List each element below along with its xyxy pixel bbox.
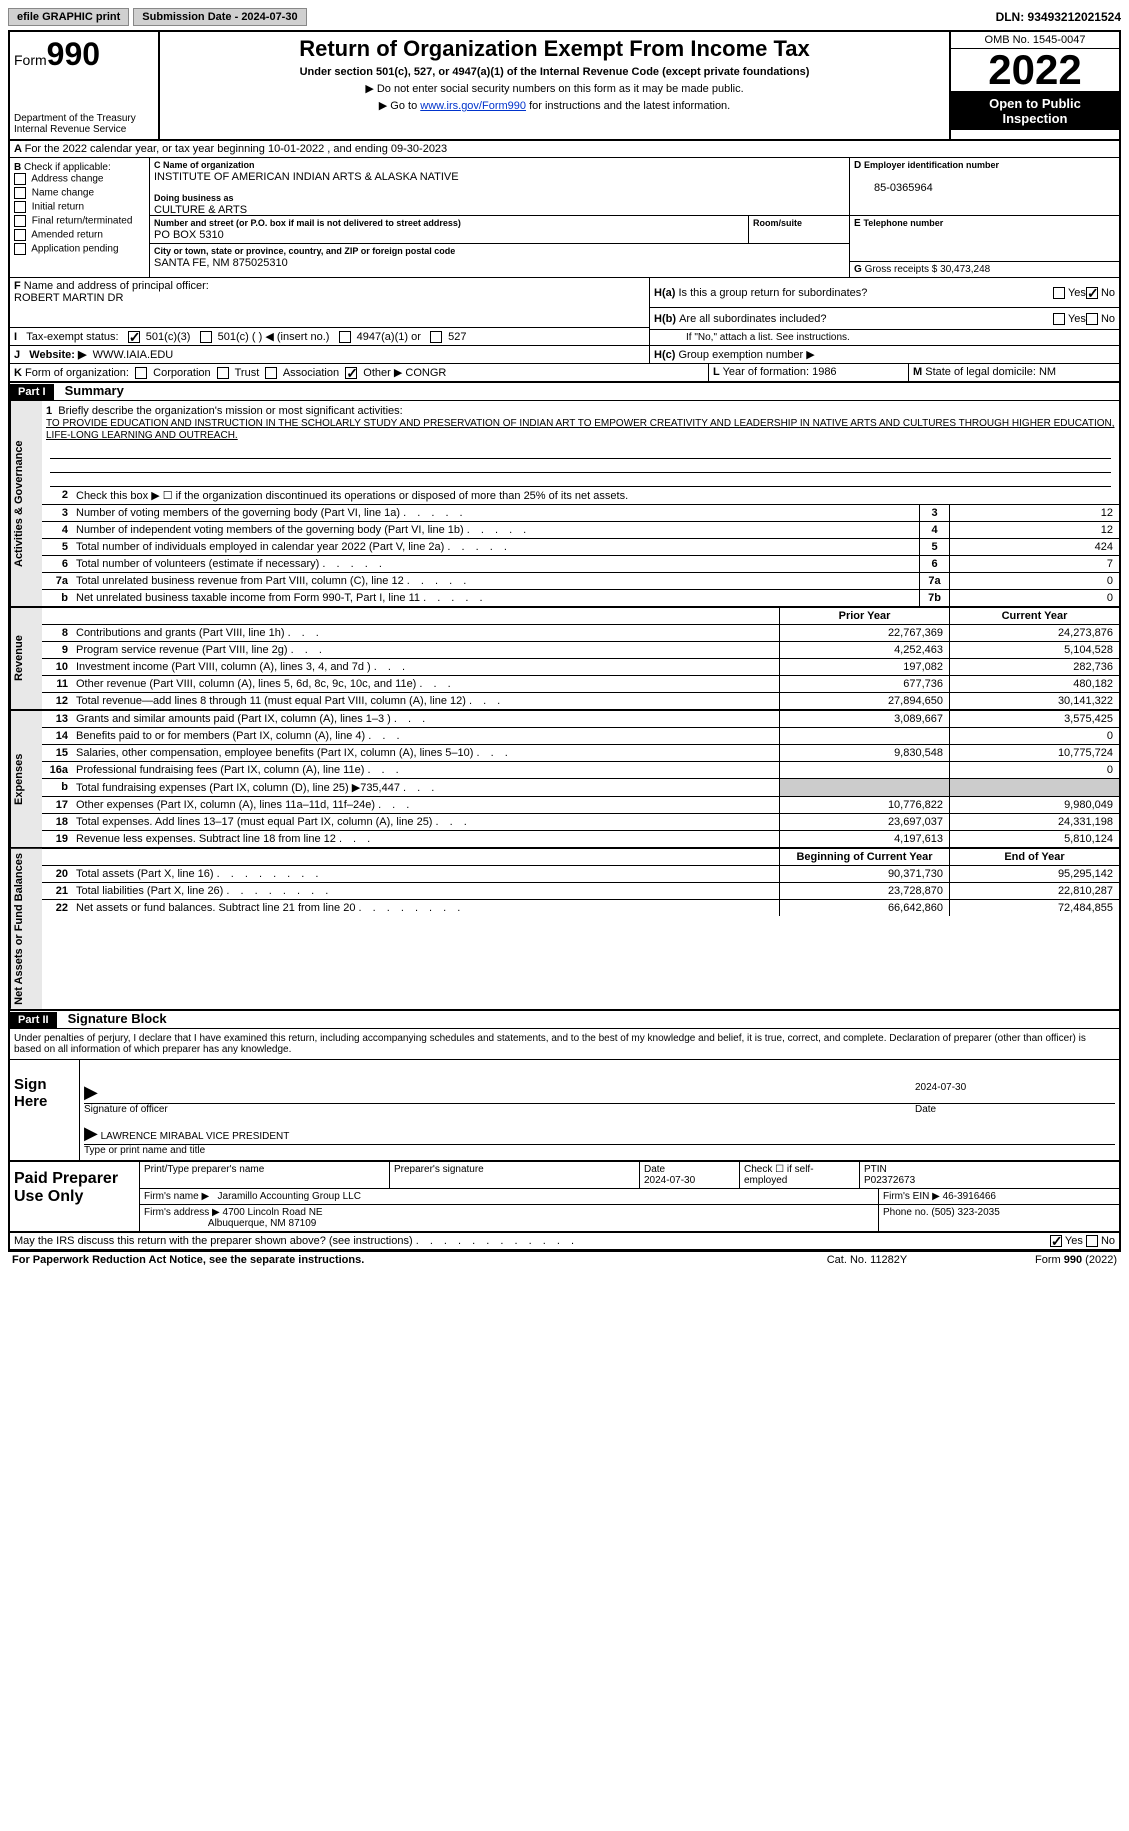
mission-text: 1 Briefly describe the organization's mi… <box>42 401 1119 445</box>
hb-yes[interactable] <box>1053 313 1065 325</box>
discuss-no[interactable] <box>1086 1235 1098 1247</box>
sign-here: Sign Here ▶ 2024-07-30 Signature of offi… <box>10 1060 1119 1162</box>
col-d: D Employer identification number 85-0365… <box>849 158 1119 277</box>
footer: For Paperwork Reduction Act Notice, see … <box>8 1252 1121 1268</box>
501c-checkbox[interactable] <box>200 331 212 343</box>
exp-line-b: bTotal fundraising expenses (Part IX, co… <box>42 779 1119 797</box>
efile-print-button[interactable]: efile GRAPHIC print <box>8 8 129 26</box>
irs-discuss-row: May the IRS discuss this return with the… <box>10 1233 1119 1250</box>
checkbox-name-change[interactable]: Name change <box>14 187 145 199</box>
net-line-22: 22Net assets or fund balances. Subtract … <box>42 900 1119 916</box>
checkbox-final-return-terminated[interactable]: Final return/terminated <box>14 215 145 227</box>
net-line-20: 20Total assets (Part X, line 16) . . . .… <box>42 866 1119 883</box>
summary-line-3: 3Number of voting members of the governi… <box>42 505 1119 522</box>
row-a: A For the 2022 calendar year, or tax yea… <box>10 141 1119 158</box>
side-label: Revenue <box>10 608 42 709</box>
tax-year: 2022 <box>951 49 1119 92</box>
gross-receipts: 30,473,248 <box>940 264 990 275</box>
net-line-21: 21Total liabilities (Part X, line 26) . … <box>42 883 1119 900</box>
summary-line-4: 4Number of independent voting members of… <box>42 522 1119 539</box>
paid-preparer: Paid Preparer Use Only Print/Type prepar… <box>10 1162 1119 1233</box>
officer-name: ROBERT MARTIN DR <box>14 292 123 304</box>
exp-line-16a: 16aProfessional fundraising fees (Part I… <box>42 762 1119 779</box>
rev-line-12: 12Total revenue—add lines 8 through 11 (… <box>42 693 1119 709</box>
row-k: K Form of organization: Corporation Trus… <box>10 364 1119 383</box>
street: PO BOX 5310 <box>154 229 224 241</box>
ha-no[interactable] <box>1086 287 1098 299</box>
summary-line-5: 5Total number of individuals employed in… <box>42 539 1119 556</box>
rev-line-8: 8Contributions and grants (Part VIII, li… <box>42 625 1119 642</box>
irs-link[interactable]: www.irs.gov/Form990 <box>420 100 526 112</box>
dba: CULTURE & ARTS <box>154 204 247 216</box>
row-fgh: F Name and address of principal officer:… <box>10 278 1119 364</box>
discuss-yes[interactable] <box>1050 1235 1062 1247</box>
submission-date-button[interactable]: Submission Date - 2024-07-30 <box>133 8 306 26</box>
exp-line-15: 15Salaries, other compensation, employee… <box>42 745 1119 762</box>
form-title: Return of Organization Exempt From Incom… <box>164 36 945 62</box>
exp-line-18: 18Total expenses. Add lines 13–17 (must … <box>42 814 1119 831</box>
hb-no[interactable] <box>1086 313 1098 325</box>
form-subtitle: Under section 501(c), 527, or 4947(a)(1)… <box>164 66 945 78</box>
open-inspection: Open to Public Inspection <box>951 92 1119 130</box>
527-checkbox[interactable] <box>430 331 442 343</box>
info-block: B Check if applicable: Address change Na… <box>10 158 1119 278</box>
ein: 85-0365964 <box>874 182 933 194</box>
top-toolbar: efile GRAPHIC print Submission Date - 20… <box>8 8 1121 26</box>
side-label: Activities & Governance <box>10 401 42 606</box>
form-header: Form990 Department of the Treasury Inter… <box>10 32 1119 141</box>
4947-checkbox[interactable] <box>339 331 351 343</box>
officer-printed: LAWRENCE MIRABAL VICE PRESIDENT <box>101 1131 290 1142</box>
side-label: Expenses <box>10 711 42 847</box>
part1-header: Part I Summary <box>10 383 1119 401</box>
ha-yes[interactable] <box>1053 287 1065 299</box>
dept-text: Department of the Treasury Internal Reve… <box>14 113 154 135</box>
rev-line-10: 10Investment income (Part VIII, column (… <box>42 659 1119 676</box>
rev-line-11: 11Other revenue (Part VIII, column (A), … <box>42 676 1119 693</box>
form-number: Form990 <box>14 36 154 73</box>
org-name: INSTITUTE OF AMERICAN INDIAN ARTS & ALAS… <box>154 171 459 183</box>
side-label: Net Assets or Fund Balances <box>10 849 42 1009</box>
exp-line-19: 19Revenue less expenses. Subtract line 1… <box>42 831 1119 847</box>
rev-line-9: 9Program service revenue (Part VIII, lin… <box>42 642 1119 659</box>
exp-line-17: 17Other expenses (Part IX, column (A), l… <box>42 797 1119 814</box>
checkbox-application-pending[interactable]: Application pending <box>14 243 145 255</box>
note-ssn: ▶ Do not enter social security numbers o… <box>164 82 945 95</box>
col-c: C Name of organization INSTITUTE OF AMER… <box>150 158 849 277</box>
note-link: ▶ Go to www.irs.gov/Form990 for instruct… <box>164 99 945 112</box>
exp-line-13: 13Grants and similar amounts paid (Part … <box>42 711 1119 728</box>
declaration: Under penalties of perjury, I declare th… <box>10 1029 1119 1060</box>
col-b: B Check if applicable: Address change Na… <box>10 158 150 277</box>
summary-line-6: 6Total number of volunteers (estimate if… <box>42 556 1119 573</box>
checkbox-address-change[interactable]: Address change <box>14 173 145 185</box>
summary-line-7b: bNet unrelated business taxable income f… <box>42 590 1119 606</box>
part2-header: Part II Signature Block <box>10 1011 1119 1029</box>
checkbox-initial-return[interactable]: Initial return <box>14 201 145 213</box>
checkbox-amended-return[interactable]: Amended return <box>14 229 145 241</box>
501c3-checkbox[interactable] <box>128 331 140 343</box>
dln-text: DLN: 93493212021524 <box>996 10 1121 24</box>
website: WWW.IAIA.EDU <box>93 349 174 361</box>
exp-line-14: 14Benefits paid to or for members (Part … <box>42 728 1119 745</box>
city: SANTA FE, NM 875025310 <box>154 257 288 269</box>
summary-line-7a: 7aTotal unrelated business revenue from … <box>42 573 1119 590</box>
